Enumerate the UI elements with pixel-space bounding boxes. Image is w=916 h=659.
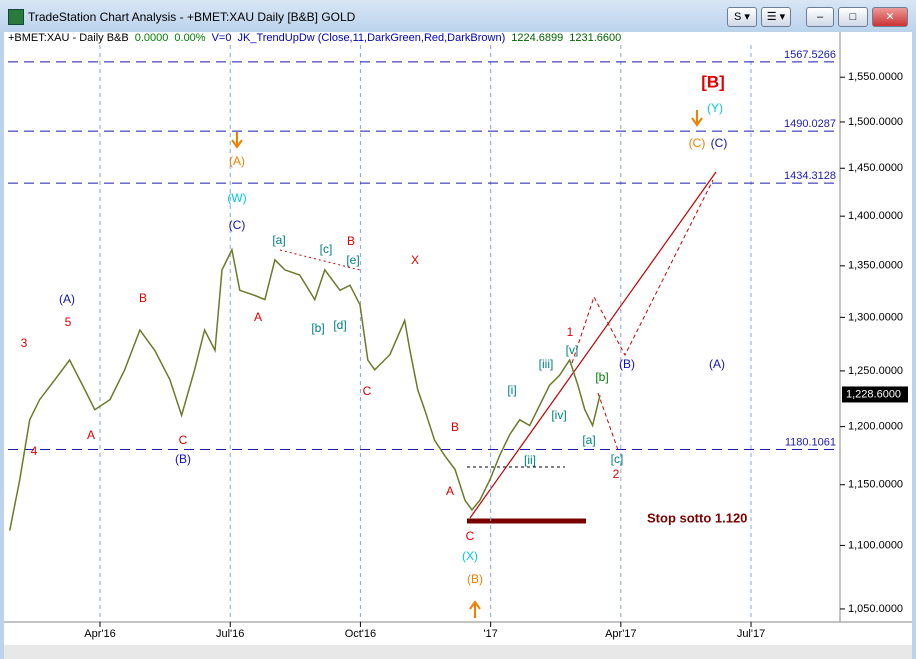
wave-label: [d]	[333, 318, 346, 332]
close-button[interactable]: ✕	[872, 7, 908, 27]
minimize-button[interactable]: –	[806, 7, 834, 27]
wave-label: (B)	[175, 452, 191, 466]
wave-label: (W)	[227, 191, 246, 205]
wave-label: C	[179, 433, 188, 447]
info-item: V=0	[212, 32, 232, 44]
wave-label: (A)	[229, 154, 245, 168]
price-line	[8, 247, 601, 531]
wave-label: C	[466, 529, 475, 543]
y-tick-label: 1,400.0000	[848, 210, 903, 222]
x-tick-label: Jul'16	[216, 628, 244, 640]
wave-label: [iv]	[551, 408, 566, 422]
info-item: 0.0000	[135, 32, 169, 44]
info-text: +BMET:XAU - Daily B&B 0.0000 0.00% V=0 JK_Tr…	[8, 32, 621, 44]
title-bar: TradeStation Chart Analysis - +BMET:XAU …	[0, 0, 916, 32]
y-tick-label: 1,150.0000	[848, 479, 903, 491]
wave-label: (X)	[462, 549, 478, 563]
last-price-box	[842, 386, 908, 403]
arrow-up	[469, 600, 481, 618]
reference-label: 1567.5266	[784, 49, 836, 61]
info-item: 1231.6600	[569, 32, 621, 44]
wave-label: (B)	[467, 572, 483, 586]
wave-label: 1	[567, 325, 574, 339]
projection	[597, 392, 619, 451]
y-tick-label: 1,500.0000	[848, 116, 903, 128]
wave-label: [c]	[611, 452, 624, 466]
reference-label: 1180.1061	[785, 436, 836, 448]
wave-label: B	[451, 420, 459, 434]
wave-label: B	[139, 291, 147, 305]
triangle-line	[279, 249, 361, 271]
wave-label: A	[87, 428, 95, 442]
info-line: +BMET:XAU - Daily B&B 0.0000 0.00% V=0 JK_Tr…	[8, 32, 621, 44]
scrollbar[interactable]	[4, 645, 912, 659]
x-tick-label: '17	[483, 628, 497, 640]
x-tick-label: Oct'16	[345, 628, 376, 640]
wave-label: 3	[21, 336, 28, 350]
y-tick-label: 1,300.0000	[848, 311, 903, 323]
arrow-down	[691, 110, 703, 127]
wave-label: (B)	[619, 357, 635, 371]
wave-label: [b]	[595, 370, 608, 384]
wave-label: [a]	[582, 433, 595, 447]
projection	[571, 179, 714, 364]
info-item: 0.00%	[174, 32, 205, 44]
wave-label: (A)	[59, 292, 75, 306]
wave-label: C	[363, 384, 372, 398]
wave-label: 2	[613, 467, 620, 481]
wave-label: 5	[65, 315, 72, 329]
wave-label: [ii]	[524, 453, 536, 467]
wave-label: B	[347, 234, 355, 248]
last-price-label: 1,228.6000	[846, 388, 901, 400]
wave-label: [iii]	[539, 357, 554, 371]
reference-label: 1490.0287	[784, 118, 836, 130]
x-tick-label: Jul'17	[737, 628, 765, 640]
wave-label: [a]	[272, 233, 285, 247]
y-tick-label: 1,200.0000	[848, 421, 903, 433]
y-tick-label: 1,350.0000	[848, 260, 903, 272]
y-tick-label: 1,450.0000	[848, 162, 903, 174]
info-item: +BMET:XAU - Daily B&B	[8, 32, 129, 44]
wave-label: A	[446, 484, 454, 498]
app-icon	[8, 9, 24, 25]
wave-label: [B]	[701, 72, 725, 91]
wave-label: [c]	[320, 242, 333, 256]
y-tick-label: 1,100.0000	[848, 539, 903, 551]
maximize-button[interactable]: □	[838, 7, 868, 27]
wave-label: X	[411, 253, 419, 267]
wave-label: (A)	[709, 357, 725, 371]
wave-label: A	[254, 310, 262, 324]
info-item: 1224.6899	[511, 32, 563, 44]
wave-label: [e]	[346, 253, 359, 267]
wave-label: (C)	[229, 218, 246, 232]
wave-label: Stop sotto 1.120	[647, 510, 747, 525]
wave-label: (C)	[711, 136, 728, 150]
menu-button[interactable]: ☰ ▾	[761, 7, 791, 27]
y-tick-label: 1,050.0000	[848, 603, 903, 615]
trend-line	[469, 171, 717, 519]
reference-label: 1434.3128	[784, 170, 836, 182]
wave-label: 4	[31, 444, 38, 458]
chart: +BMET:XAU - Daily B&B 0.0000 0.00% V=0 JK_Tr…	[4, 32, 912, 659]
x-tick-label: Apr'16	[84, 628, 115, 640]
wave-label: (Y)	[707, 101, 723, 115]
info-item: JK_TrendUpDw (Close,11,DarkGreen,Red,Dar…	[237, 32, 505, 44]
y-tick-label: 1,250.0000	[848, 365, 903, 377]
x-tick-label: Apr'17	[605, 628, 636, 640]
y-tick-label: 1,550.0000	[848, 71, 903, 83]
wave-label: [v]	[566, 343, 579, 357]
wave-label: (C)	[689, 136, 706, 150]
arrow-down	[231, 132, 243, 149]
wave-label: [b]	[311, 321, 324, 335]
window-title: TradeStation Chart Analysis - +BMET:XAU …	[28, 10, 356, 24]
symbol-button[interactable]: S ▾	[727, 7, 757, 27]
wave-label: [i]	[507, 383, 516, 397]
